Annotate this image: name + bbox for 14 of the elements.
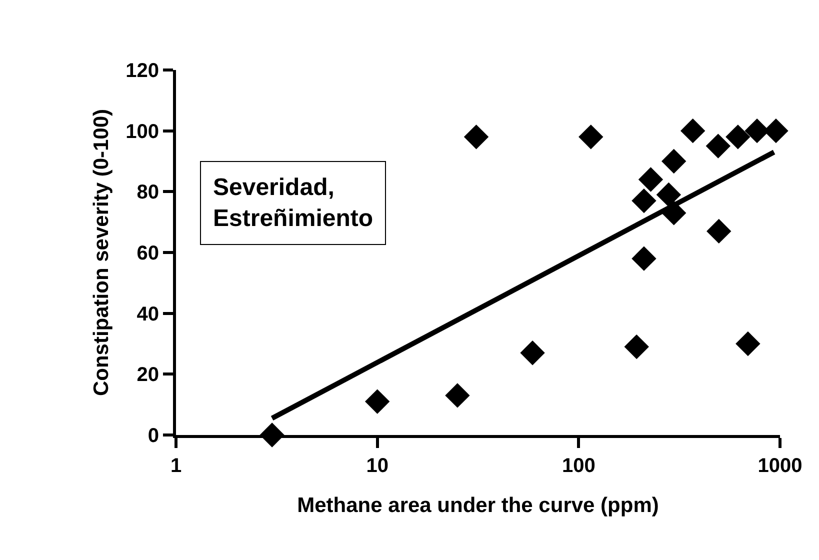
y-tick-label: 60 xyxy=(136,242,159,264)
y-tick-label: 80 xyxy=(136,182,159,204)
x-tick-label: 1 xyxy=(170,455,182,477)
y-tick-label: 40 xyxy=(136,303,159,326)
annotation: Severidad, Estreñimiento xyxy=(213,174,374,232)
x-axis-title: Methane area under the curve (ppm) xyxy=(297,494,659,518)
y-tick-label: 20 xyxy=(136,364,159,386)
x-tick-label: 10 xyxy=(366,455,388,477)
x-tick-label: 1000 xyxy=(758,455,802,477)
x-tick-label: 100 xyxy=(562,455,596,477)
y-tick-label: 120 xyxy=(126,60,159,82)
y-tick-label: 100 xyxy=(126,120,159,143)
y-tick-label: 0 xyxy=(148,425,159,447)
y-axis-title: Constipation severity (0-100) xyxy=(90,108,113,396)
